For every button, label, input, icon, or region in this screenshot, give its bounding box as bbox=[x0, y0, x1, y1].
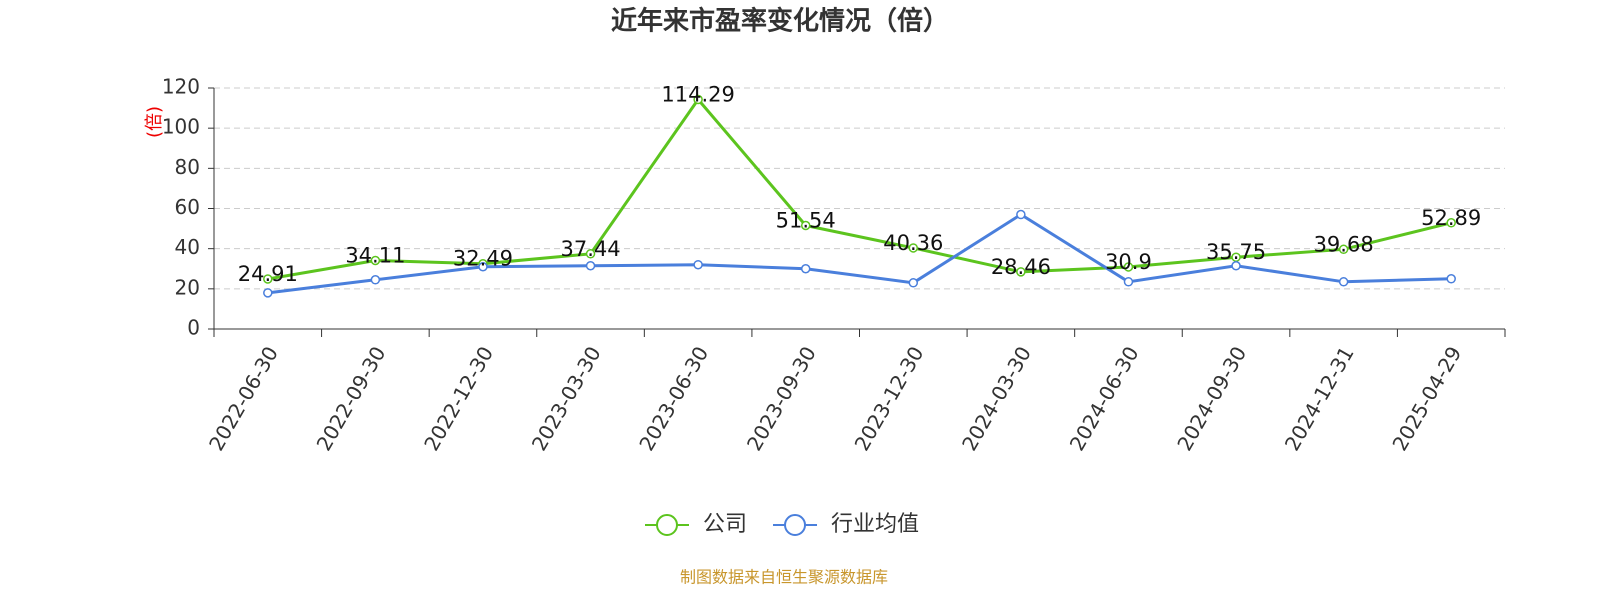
y-tick-label: 0 bbox=[187, 316, 200, 340]
x-tick-label: 2024-03-30 bbox=[957, 342, 1036, 455]
y-tick-label: 20 bbox=[175, 275, 200, 299]
x-tick-label: 2023-06-30 bbox=[634, 342, 713, 455]
x-tick-label: 2023-09-30 bbox=[742, 342, 821, 455]
data-point bbox=[1016, 267, 1026, 277]
y-axis-label: (倍) bbox=[144, 106, 165, 138]
legend-marker bbox=[656, 514, 678, 536]
x-tick-label: 2024-12-31 bbox=[1280, 342, 1359, 455]
x-tick-label: 2022-06-30 bbox=[204, 342, 283, 455]
legend-marker bbox=[784, 514, 807, 536]
data-point bbox=[478, 261, 488, 272]
x-tick-label: 2025-04-29 bbox=[1387, 342, 1466, 455]
y-tick-label: 120 bbox=[162, 75, 200, 99]
data-point bbox=[370, 275, 381, 285]
data-label: 28.46 bbox=[991, 255, 1051, 279]
y-tick-label: 80 bbox=[175, 155, 200, 179]
data-label: 114.29 bbox=[661, 82, 734, 106]
source-note: 制图数据来自恒生聚源数据库 bbox=[680, 568, 888, 587]
data-point bbox=[1446, 218, 1456, 228]
data-point bbox=[263, 274, 273, 284]
data-point bbox=[370, 255, 381, 266]
data-label: 52.89 bbox=[1421, 206, 1481, 230]
data-label: 39.68 bbox=[1314, 232, 1374, 256]
data-label: 24.91 bbox=[238, 262, 298, 286]
x-tick-label: 2023-12-30 bbox=[849, 342, 928, 455]
data-point bbox=[800, 220, 811, 231]
legend-label: 公司 bbox=[703, 512, 747, 537]
x-tick-label: 2022-09-30 bbox=[312, 342, 391, 455]
x-tick-label: 2024-06-30 bbox=[1065, 342, 1144, 455]
series-line bbox=[267, 97, 1452, 281]
data-point bbox=[1338, 277, 1349, 287]
data-point bbox=[1231, 260, 1241, 271]
data-label: 32.49 bbox=[453, 247, 513, 271]
data-label: 30.9 bbox=[1105, 250, 1152, 274]
data-point bbox=[1123, 277, 1134, 287]
data-point bbox=[585, 249, 596, 259]
chart-title: 近年来市盈率变化情况（倍） bbox=[611, 6, 949, 37]
data-label: 40.36 bbox=[883, 231, 943, 255]
data-point bbox=[693, 94, 703, 105]
x-tick-label: 2024-09-30 bbox=[1172, 342, 1251, 455]
data-point bbox=[1016, 209, 1026, 220]
data-point bbox=[908, 243, 919, 253]
y-tick-label: 40 bbox=[175, 235, 200, 259]
data-point bbox=[585, 260, 596, 271]
legend-label: 行业均值 bbox=[831, 512, 919, 537]
data-point bbox=[1446, 274, 1456, 284]
data-point bbox=[908, 278, 919, 288]
data-label: 51.54 bbox=[776, 208, 836, 232]
y-tick-label: 100 bbox=[162, 115, 200, 139]
data-point bbox=[1123, 262, 1134, 272]
x-tick-label: 2022-12-30 bbox=[419, 342, 498, 455]
data-point bbox=[800, 264, 811, 274]
series-line bbox=[267, 212, 1452, 295]
data-label: 37.44 bbox=[560, 237, 620, 261]
data-point bbox=[1338, 244, 1349, 255]
data-label: 34.11 bbox=[345, 243, 405, 267]
data-point bbox=[693, 259, 703, 270]
x-tick-label: 2023-03-30 bbox=[527, 342, 606, 455]
data-point bbox=[263, 288, 273, 298]
y-tick-label: 60 bbox=[175, 195, 200, 219]
data-label: 35.75 bbox=[1206, 240, 1266, 264]
